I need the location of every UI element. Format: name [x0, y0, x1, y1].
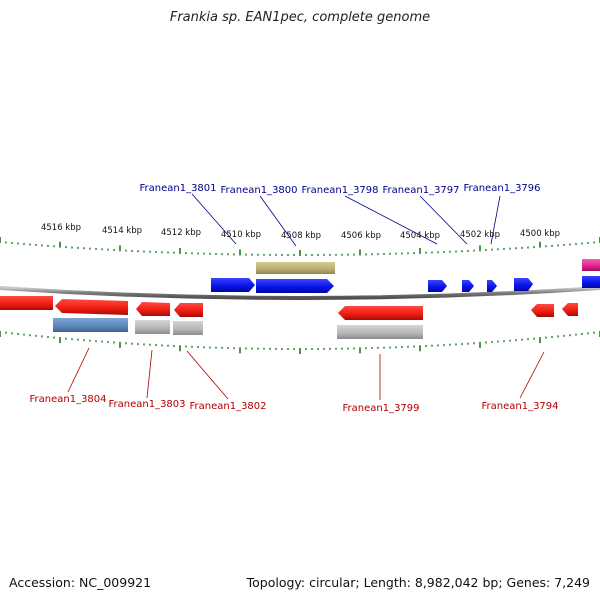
gene-label-franean1-3804[interactable]: Franean1_3804 — [29, 394, 106, 405]
gene-label-franean1-3798[interactable]: Franean1_3798 — [301, 185, 378, 196]
feature-pink[interactable] — [582, 259, 600, 271]
feature-other[interactable] — [256, 262, 335, 274]
scale-label: 4500 kbp — [520, 229, 560, 239]
cds-block[interactable] — [337, 325, 423, 339]
gene-label-franean1-3799[interactable]: Franean1_3799 — [342, 403, 419, 414]
reverse-gene-arrow[interactable] — [55, 299, 128, 315]
leader-line — [191, 193, 237, 245]
gene-label-franean1-3801[interactable]: Franean1_3801 — [139, 183, 216, 194]
gene-label-franean1-3797[interactable]: Franean1_3797 — [382, 185, 459, 196]
gene-label-franean1-3794[interactable]: Franean1_3794 — [481, 401, 558, 412]
scale-label: 4510 kbp — [221, 230, 261, 240]
forward-genes — [211, 276, 600, 293]
reverse-gene-arrow[interactable] — [136, 302, 170, 316]
forward-gene-arrow[interactable] — [514, 278, 533, 291]
forward-gene-arrow[interactable] — [582, 276, 600, 288]
forward-gene-arrow[interactable] — [487, 280, 497, 292]
forward-leader-lines — [191, 193, 501, 247]
forward-gene-arrow[interactable] — [428, 280, 447, 292]
leader-line — [419, 195, 468, 245]
scale-label: 4506 kbp — [341, 231, 381, 241]
reverse-gene-arrow[interactable] — [562, 303, 578, 316]
cds-block[interactable] — [135, 320, 170, 334]
reverse-genes — [0, 296, 578, 320]
reverse-gene-arrow[interactable] — [338, 306, 423, 320]
scale-label: 4502 kbp — [460, 230, 500, 240]
forward-gene-arrow[interactable] — [256, 279, 334, 293]
leader-line — [186, 350, 229, 400]
leader-line — [344, 195, 438, 245]
scale-label: 4516 kbp — [41, 223, 81, 233]
scale-ticks-lower — [0, 331, 600, 354]
leader-line — [259, 195, 297, 247]
leader-line — [519, 351, 545, 399]
scale-label: 4514 kbp — [102, 226, 142, 236]
gene-label-franean1-3796[interactable]: Franean1_3796 — [463, 183, 540, 194]
gene-label-franean1-3802[interactable]: Franean1_3802 — [189, 401, 266, 412]
scale-label: 4508 kbp — [281, 231, 321, 241]
upper-feature-row — [256, 259, 600, 274]
leader-line — [146, 349, 153, 399]
cds-block[interactable] — [53, 318, 128, 332]
gene-label-franean1-3800[interactable]: Franean1_3800 — [220, 185, 297, 196]
genome-backbone — [0, 286, 600, 300]
lower-cds-row — [53, 318, 423, 339]
cds-block[interactable] — [173, 321, 203, 335]
reverse-gene-arrow[interactable] — [531, 304, 554, 317]
reverse-leader-lines — [67, 347, 545, 400]
leader-line — [67, 347, 90, 393]
scale-label: 4512 kbp — [161, 228, 201, 238]
forward-gene-arrow[interactable] — [462, 280, 474, 292]
scale-label: 4504 kbp — [400, 231, 440, 241]
reverse-gene-arrow[interactable] — [174, 303, 203, 317]
accession-text: Accession: NC_009921 — [9, 575, 152, 590]
forward-gene-arrow[interactable] — [211, 278, 255, 292]
forward-gene-labels: Franean1_3801 Franean1_3800 Franean1_379… — [139, 183, 540, 196]
reverse-gene-arrow[interactable] — [0, 296, 53, 310]
genome-stats-text: Topology: circular; Length: 8,982,042 bp… — [246, 575, 590, 590]
reverse-gene-labels: Franean1_3804 Franean1_3803 Franean1_380… — [29, 394, 558, 414]
leader-line — [490, 195, 501, 245]
map-title: Frankia sp. EAN1pec, complete genome — [169, 10, 431, 25]
scale-ticks-upper — [0, 237, 600, 256]
scale-labels: 4516 kbp 4514 kbp 4512 kbp 4510 kbp 4508… — [41, 223, 560, 241]
gene-label-franean1-3803[interactable]: Franean1_3803 — [108, 399, 185, 410]
